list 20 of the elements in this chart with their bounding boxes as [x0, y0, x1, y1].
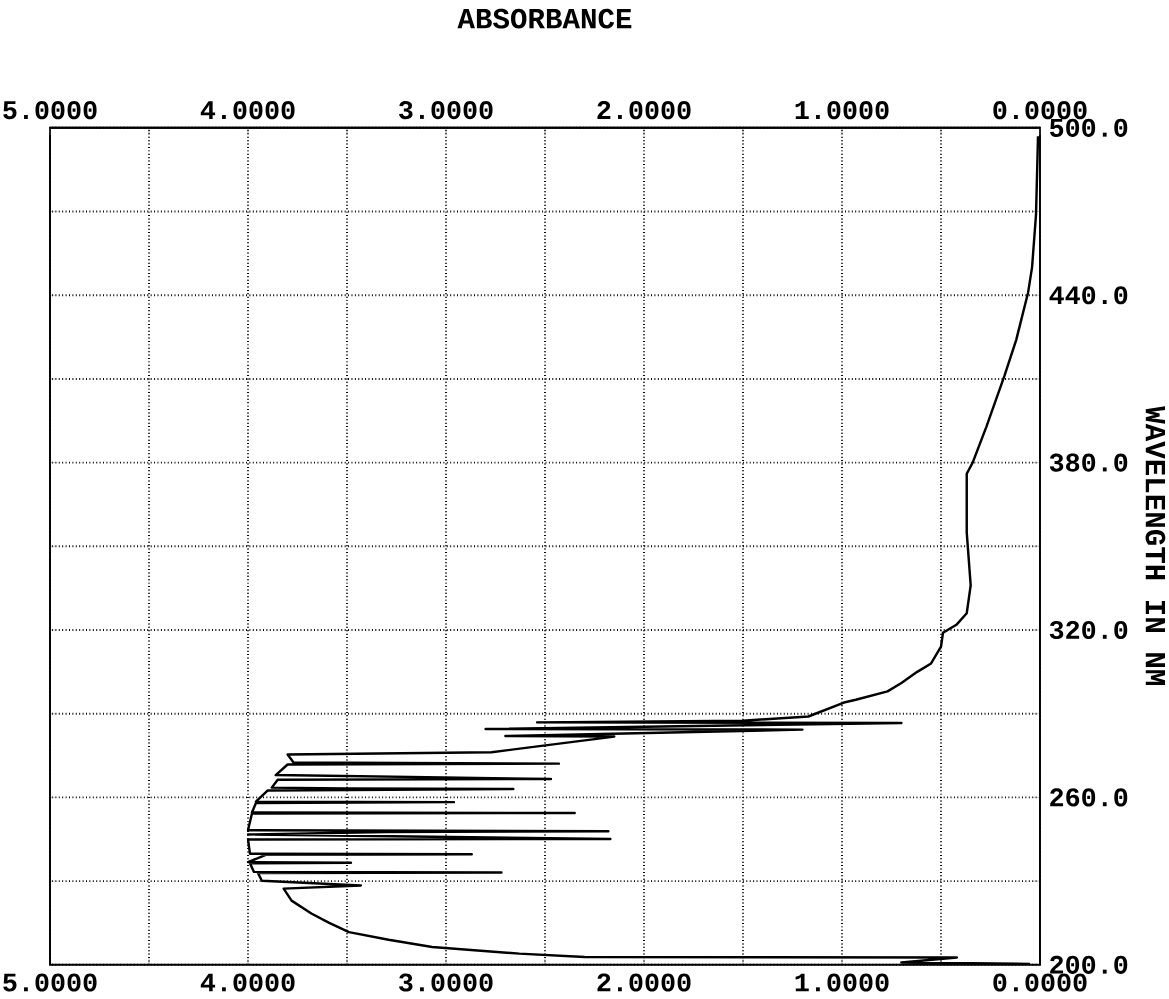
y-tick-label: 320.0: [1049, 621, 1128, 640]
y-axis-title: WAVELENGTH IN NM: [1145, 406, 1166, 685]
x2-tick-label: 3.0000: [399, 973, 493, 992]
x2-tick-label: 0.0000: [993, 973, 1087, 992]
y-tick-label: 440.0: [1049, 286, 1128, 305]
x2-tick-label: 2.0000: [597, 973, 691, 992]
x-tick-label: 5.0000: [3, 101, 97, 120]
x-tick-label: 3.0000: [399, 101, 493, 120]
x-tick-label: 2.0000: [597, 101, 691, 120]
y-tick-label: 380.0: [1049, 453, 1128, 472]
x-tick-label: 4.0000: [200, 101, 295, 120]
y-tick-label: 200.0: [1050, 955, 1128, 974]
y-tick-label: 260.0: [1050, 788, 1128, 807]
x-tick-label: 0.0000: [993, 101, 1087, 120]
chart-title: ABSORBANCE: [457, 8, 632, 29]
x2-tick-label: 4.0000: [200, 973, 295, 992]
x2-tick-label: 1.0000: [795, 973, 889, 992]
y-tick-label: 500.0: [1049, 118, 1128, 137]
x2-tick-label: 5.0000: [3, 973, 97, 992]
x-tick-label: 1.0000: [795, 101, 889, 120]
